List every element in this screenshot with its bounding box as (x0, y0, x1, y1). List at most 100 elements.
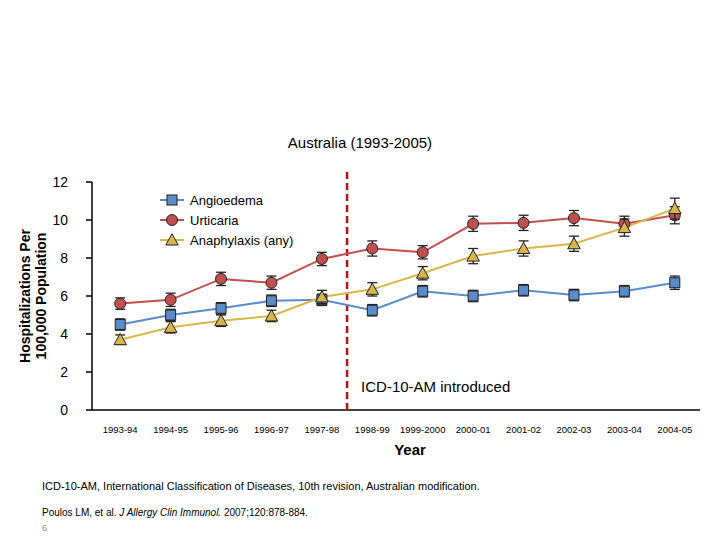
x-tick-label: 1999-2000 (400, 424, 445, 435)
legend-label: Angioedema (190, 193, 264, 208)
error-bar-cap (266, 275, 276, 276)
error-bar-cap (670, 275, 680, 276)
error-bar-cap (317, 252, 327, 253)
source-citation: 2007;120:878-884. (221, 507, 308, 518)
error-bar (216, 272, 226, 285)
data-point (114, 333, 127, 344)
error-bar (166, 293, 176, 306)
data-point (115, 320, 125, 330)
series-line (120, 209, 675, 340)
legend: Angioedema Urticaria Anaphylaxis (any) (160, 193, 293, 248)
y-axis-label-line: 100,000 Population (33, 233, 49, 360)
y-axis-label-line: Hospitalizations Per (17, 229, 33, 363)
x-tick-label: 1997-98 (304, 424, 339, 435)
data-point (468, 218, 479, 229)
error-bar-cap (367, 255, 377, 256)
data-point (164, 321, 177, 332)
legend-label: Anaphylaxis (any) (190, 233, 293, 248)
x-tick-label: 2003-04 (607, 424, 642, 435)
data-point (468, 291, 478, 301)
source-authors: Poulos LM, et al. (42, 507, 119, 518)
y-tick-label: 8 (60, 250, 68, 266)
error-bar-cap (367, 295, 377, 296)
x-axis-label: Year (394, 441, 426, 458)
data-point (316, 291, 329, 302)
data-point (367, 305, 377, 315)
x-tick-label: 1995-96 (204, 424, 239, 435)
error-bar (266, 295, 276, 306)
plot-area (114, 198, 681, 345)
x-tick-label: 1993-94 (103, 424, 138, 435)
y-tick (86, 371, 92, 373)
x-tick-label: 2004-05 (657, 424, 692, 435)
error-bar-cap (216, 272, 226, 273)
legend-marker (167, 195, 177, 205)
error-bar (519, 285, 529, 296)
y-tick-label: 2 (60, 364, 68, 380)
error-bar-cap (619, 218, 629, 219)
error-bar-cap (619, 235, 629, 236)
annotation-text: ICD-10-AM introduced (361, 378, 510, 395)
error-bar (468, 290, 478, 301)
data-point (418, 286, 428, 296)
y-tick (86, 295, 92, 297)
legend-label: Urticaria (190, 213, 239, 228)
error-bar-cap (670, 289, 680, 290)
error-bar-cap (569, 251, 579, 252)
series-line (120, 215, 675, 303)
error-bar-cap (418, 245, 428, 246)
x-tick-label: 1996-97 (254, 424, 289, 435)
error-bar-cap (670, 223, 680, 224)
error-bar-cap (670, 218, 680, 219)
error-bar (519, 215, 529, 230)
y-axis-label: Hospitalizations Per100,000 Population (17, 229, 49, 363)
data-point (266, 277, 277, 288)
error-bar (418, 286, 428, 297)
error-bar (670, 276, 680, 289)
error-bar (569, 289, 579, 300)
data-point (417, 247, 428, 258)
x-tick-label: 2001-02 (506, 424, 541, 435)
y-tick-label: 4 (60, 326, 68, 342)
error-bar (115, 319, 125, 330)
error-bar (216, 303, 226, 314)
annotation-line (346, 172, 349, 410)
legend-marker (167, 215, 178, 226)
page-number: 6 (42, 523, 47, 533)
y-tick (86, 409, 92, 411)
data-point (416, 267, 429, 278)
data-point (519, 285, 529, 295)
error-bar (468, 216, 478, 231)
x-axis (92, 409, 700, 411)
error-bar-cap (418, 279, 428, 280)
data-point (316, 253, 327, 264)
y-tick-label: 10 (52, 212, 68, 228)
x-tick-label: 1998-99 (355, 424, 390, 435)
data-point (215, 314, 228, 325)
error-bar-cap (519, 215, 529, 216)
error-bar (166, 309, 176, 320)
chart: Australia (1993-2005)Hospitalizations Pe… (0, 0, 720, 540)
error-bar-cap (569, 210, 579, 211)
error-bar-cap (166, 306, 176, 307)
y-tick-label: 0 (60, 402, 68, 418)
error-bar-cap (317, 303, 327, 304)
footnote: ICD-10-AM, International Classification … (42, 480, 480, 492)
error-bar-cap (317, 265, 327, 266)
error-bar-cap (468, 231, 478, 232)
data-point (266, 296, 276, 306)
data-point (670, 278, 680, 288)
y-tick-label: 6 (60, 288, 68, 304)
y-tick (86, 219, 92, 221)
error-bar-cap (468, 216, 478, 217)
error-bar (569, 211, 579, 226)
source: Poulos LM, et al. J Allergy Clin Immunol… (42, 507, 308, 518)
error-bar (619, 286, 629, 297)
data-point (618, 221, 631, 232)
y-tick (86, 257, 92, 259)
x-tick-label: 2000-01 (456, 424, 491, 435)
error-bar-cap (216, 285, 226, 286)
data-point (669, 202, 682, 213)
data-point (216, 303, 226, 313)
error-bar (317, 252, 327, 265)
